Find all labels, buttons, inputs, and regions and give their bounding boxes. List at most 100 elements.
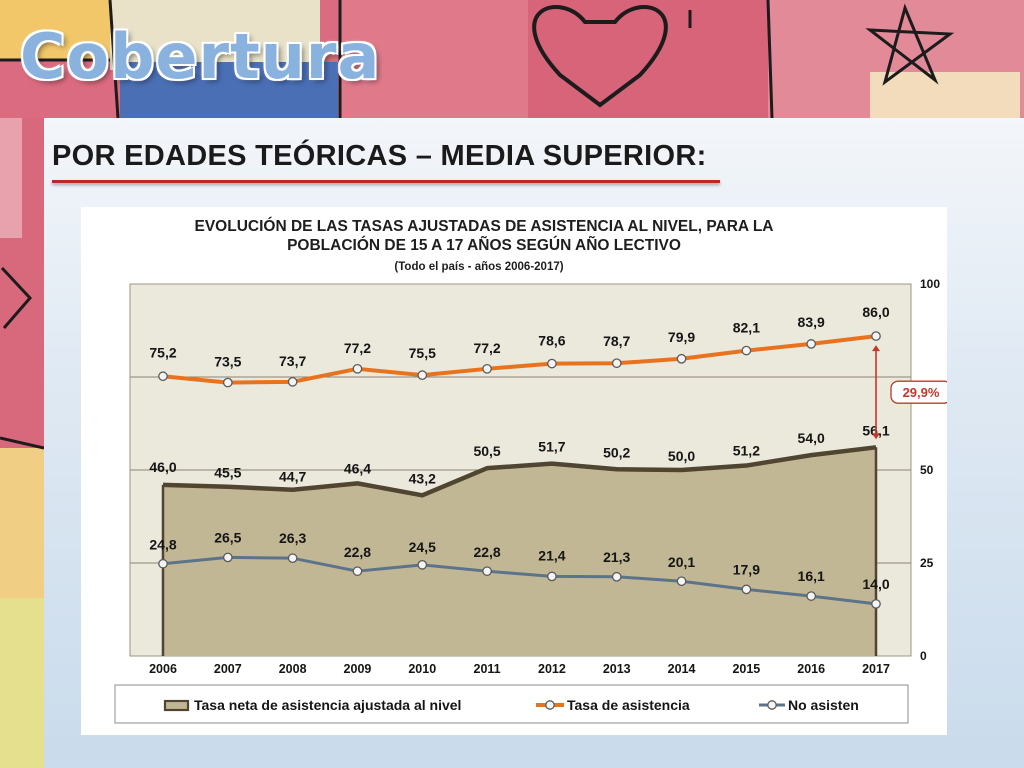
attendance-rate-marker	[222, 377, 233, 388]
x-tick-label: 2015	[732, 662, 760, 676]
net-rate-label: 46,0	[149, 459, 176, 475]
y-tick-label: 25	[920, 556, 934, 570]
attendance-rate-label: 78,7	[603, 333, 630, 349]
not-attending-label: 21,3	[603, 549, 630, 565]
net-rate-label: 50,5	[473, 443, 500, 459]
attendance-rate-label: 77,2	[473, 340, 500, 356]
attendance-rate-marker	[871, 331, 881, 341]
attendance-rate-marker	[806, 339, 817, 349]
heading-underline	[52, 180, 720, 183]
not-attending-label: 22,8	[344, 544, 371, 560]
attendance-rate-line	[162, 334, 877, 385]
section-heading: POR EDADES TEÓRICAS – MEDIA SUPERIOR:	[52, 140, 707, 172]
legend-label-not-attending: No asisten	[788, 697, 859, 713]
x-tick-label: 2016	[797, 662, 825, 676]
chart-title-line-2: POBLACIÓN DE 15 A 17 AÑOS SEGÚN AÑO LECT…	[287, 236, 681, 254]
net-rate-label: 54,0	[798, 430, 825, 446]
x-tick-label: 2010	[408, 662, 436, 676]
y-tick-label: 0	[920, 649, 927, 663]
x-tick-label: 2009	[344, 662, 372, 676]
net-rate-line	[162, 445, 877, 498]
attendance-rate-marker	[547, 358, 557, 369]
not-attending-marker	[222, 552, 233, 563]
banner-title: Cobertura	[20, 20, 381, 93]
net-rate-label: 51,2	[733, 443, 760, 459]
not-attending-label: 20,1	[668, 554, 695, 570]
x-tick-label: 2008	[279, 662, 307, 676]
net-rate-label: 51,7	[538, 439, 565, 455]
not-attending-marker	[741, 584, 752, 595]
y-tick-label: 50	[920, 463, 934, 477]
net-rate-label: 46,4	[344, 460, 371, 476]
not-attending-marker	[676, 576, 687, 587]
attendance-rate-label: 77,2	[344, 340, 371, 356]
not-attending-marker	[417, 560, 428, 570]
not-attending-marker	[806, 591, 817, 601]
series-lines-layer	[161, 334, 878, 656]
x-axis-ticks: 2006 2007 2008 2009 2010 2011 2012 2013 2014 2015…	[149, 662, 890, 676]
heart-icon	[532, 5, 668, 108]
decorative-side-strip	[0, 118, 44, 768]
annotation-label: 29,9%	[903, 385, 940, 400]
x-tick-label: 2014	[668, 662, 696, 676]
attendance-rate-label: 73,7	[279, 353, 306, 369]
net-rate-label: 50,0	[668, 448, 695, 464]
attendance-rate-label: 79,9	[668, 329, 695, 345]
attendance-rate-label: 86,0	[862, 304, 889, 320]
legend-label-attendance: Tasa de asistencia	[567, 697, 690, 713]
not-attending-label: 21,4	[538, 547, 565, 563]
net-rate-label: 45,5	[214, 465, 241, 481]
x-tick-label: 2013	[603, 662, 631, 676]
not-attending-marker	[871, 599, 881, 609]
x-tick-label: 2012	[538, 662, 566, 676]
annotation-box	[890, 380, 947, 404]
not-attending-label: 24,8	[149, 537, 176, 553]
x-tick-label: 2007	[214, 662, 242, 676]
attendance-rate-label: 78,6	[538, 333, 565, 349]
line-area-chart: EVOLUCIÓN DE LAS TASAS AJUSTADAS DE ASIS…	[114, 217, 947, 724]
attendance-rate-label: 75,2	[149, 344, 176, 360]
data-labels-layer: 75,2 73,5 73,7 77,2 75,5 77,2 78,6 78,7 79,9 82,1…	[149, 304, 889, 592]
crayon-strip-image	[0, 118, 44, 768]
not-attending-marker	[482, 566, 492, 577]
attendance-rate-marker	[352, 363, 363, 374]
net-rate-label: 50,2	[603, 444, 630, 460]
x-tick-label: 2006	[149, 662, 177, 676]
not-attending-label: 24,5	[409, 539, 436, 555]
not-attending-label: 14,0	[862, 576, 889, 592]
y-axis-ticks: 0 25 50 100	[920, 277, 940, 663]
decorative-banner: Cobertura	[0, 0, 1024, 118]
not-attending-label: 26,3	[279, 530, 306, 546]
attendance-rate-label: 73,5	[214, 354, 241, 370]
chart-title-line-1: EVOLUCIÓN DE LAS TASAS AJUSTADAS DE ASIS…	[195, 217, 774, 235]
net-rate-area	[163, 447, 876, 656]
attendance-rate-marker	[158, 371, 168, 382]
attendance-rate-label: 75,5	[409, 345, 436, 361]
annotation-arrowhead-up	[872, 345, 880, 352]
series-markers-layer	[158, 331, 881, 609]
not-attending-label: 16,1	[798, 568, 825, 584]
legend-swatch-net-rate	[163, 699, 190, 712]
not-attending-label: 22,8	[473, 544, 500, 560]
annotation-arrowhead-down	[872, 433, 880, 440]
net-rate-area-layer	[163, 447, 876, 656]
attendance-rate-marker	[417, 370, 428, 380]
attendance-rate-marker	[611, 358, 622, 369]
crayon-drawing-image	[0, 0, 1024, 118]
chart-frame: EVOLUCIÓN DE LAS TASAS AJUSTADAS DE ASIS…	[81, 207, 947, 735]
net-rate-label: 44,7	[279, 469, 306, 485]
chart-legend: Tasa neta de asistencia ajustada al nive…	[114, 684, 909, 724]
not-attending-label: 17,9	[733, 561, 760, 577]
x-tick-label: 2017	[862, 662, 890, 676]
chart-subtitle: (Todo el país - años 2006-2017)	[394, 261, 563, 273]
not-attending-marker	[158, 558, 168, 569]
y-tick-label: 100	[920, 277, 940, 291]
attendance-rate-marker	[741, 345, 752, 356]
legend-marker-not-attending	[767, 700, 777, 710]
attendance-rate-marker	[676, 353, 687, 364]
not-attending-marker	[547, 571, 557, 582]
legend-marker-attendance	[545, 700, 555, 710]
attendance-rate-label: 83,9	[798, 314, 825, 330]
not-attending-line	[162, 555, 877, 606]
legend-label-net-rate: Tasa neta de asistencia ajustada al nive…	[194, 697, 461, 713]
